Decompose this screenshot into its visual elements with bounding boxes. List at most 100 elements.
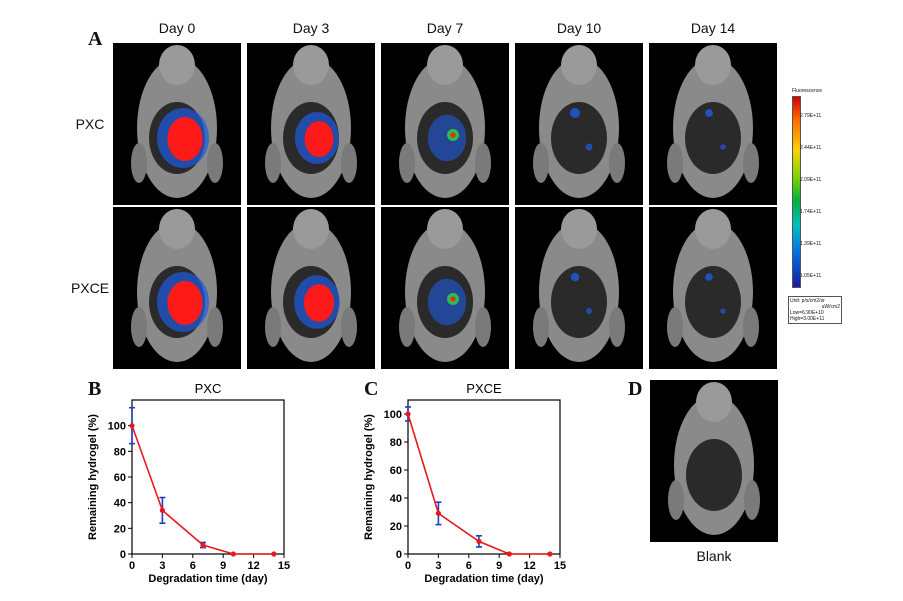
fluorescence-signal — [570, 272, 580, 282]
mouse-leg — [341, 143, 357, 183]
data-point — [405, 411, 411, 417]
mouse-leg — [667, 307, 683, 347]
x-tick-label: 12 — [247, 560, 259, 572]
mouse-abdomen — [551, 266, 607, 338]
y-tick-label: 40 — [390, 493, 402, 505]
mouse-leg — [475, 307, 491, 347]
x-tick-label: 6 — [190, 560, 196, 572]
mouse-head — [696, 382, 732, 422]
mouse-image — [113, 207, 241, 369]
mouse-abdomen — [551, 102, 607, 174]
day-label-3: Day 3 — [292, 20, 330, 36]
fluorescence-signal — [167, 117, 203, 161]
fluorescence-signal — [585, 143, 593, 151]
day-label-7: Day 7 — [426, 20, 464, 36]
plot-frame — [131, 399, 285, 555]
mouse-image — [113, 43, 241, 205]
y-tick-label: 20 — [114, 523, 126, 535]
x-tick-label: 0 — [405, 560, 411, 572]
day-label-14: Day 14 — [690, 20, 736, 36]
panel-a-letter: A — [88, 28, 103, 50]
data-point — [547, 551, 553, 557]
x-tick-label: 12 — [523, 560, 535, 572]
x-tick-label: 15 — [278, 560, 290, 572]
mouse-image — [649, 207, 777, 369]
mouse-leg — [341, 307, 357, 347]
mouse-leg — [609, 143, 625, 183]
colorbar-tick: 2.09E+11 — [800, 177, 822, 183]
panel-d-letter: D — [628, 378, 643, 400]
x-tick-label: 6 — [466, 560, 472, 572]
y-tick-label: 100 — [108, 421, 126, 433]
mouse-head — [293, 45, 329, 85]
data-point — [476, 538, 482, 544]
colorbar-unit: Unit: p/s/cm2/sr — [790, 298, 825, 304]
x-tick-label: 0 — [129, 560, 135, 572]
fluorescence-signal — [450, 132, 456, 138]
mouse-image — [515, 207, 643, 369]
fluorescence-signal — [427, 114, 467, 162]
data-point — [271, 551, 277, 557]
y-tick-label: 100 — [384, 409, 402, 421]
mouse-abdomen — [685, 102, 741, 174]
row-label-pxce: PXCE — [70, 280, 110, 296]
mouse-leg — [743, 307, 759, 347]
mouse-leg — [399, 307, 415, 347]
y-tick-label: 60 — [390, 465, 402, 477]
data-point — [230, 551, 236, 557]
mouse-leg — [207, 143, 223, 183]
mouse-leg — [475, 143, 491, 183]
fluorescence-signal — [705, 109, 713, 117]
mouse-head — [695, 45, 731, 85]
data-point — [129, 423, 135, 429]
mouse-leg — [668, 480, 684, 520]
data-point — [200, 542, 206, 548]
blank-mouse-image — [650, 380, 778, 542]
fluorescence-signal — [570, 108, 580, 118]
x-axis-label: Degradation time (day) — [148, 573, 268, 585]
data-point — [159, 507, 165, 513]
mouse-head — [427, 209, 463, 249]
mouse-head — [293, 209, 329, 249]
mouse-leg — [533, 143, 549, 183]
fluorescence-signal — [450, 296, 456, 302]
day-label-10: Day 10 — [556, 20, 602, 36]
y-tick-label: 60 — [114, 472, 126, 484]
mouse-abdomen — [685, 266, 741, 338]
mouse-image — [515, 43, 643, 205]
plot-frame — [407, 399, 561, 555]
fluorescence-signal — [427, 278, 467, 326]
series-line — [131, 425, 274, 555]
mouse-leg — [743, 143, 759, 183]
colorbar-title: Fluorescence — [792, 88, 823, 94]
series-line — [407, 413, 550, 555]
colorbar-tick: 1.05E+11 — [800, 273, 822, 279]
mouse-leg — [399, 143, 415, 183]
day-label-0: Day 0 — [158, 20, 196, 36]
mouse-leg — [265, 143, 281, 183]
mouse-head — [427, 45, 463, 85]
x-tick-label: 15 — [554, 560, 566, 572]
colorbar-unit-2: uW/cm2 — [821, 304, 840, 310]
blank-caption: Blank — [696, 548, 732, 564]
colorbar-gradient — [792, 96, 801, 288]
data-point — [506, 551, 512, 557]
fluorescence-signal — [705, 273, 713, 281]
mouse-image — [381, 207, 509, 369]
panel-c-letter: C — [364, 378, 379, 400]
mouse-leg — [131, 307, 147, 347]
mouse-leg — [667, 143, 683, 183]
mouse-leg — [744, 480, 760, 520]
mouse-image — [381, 43, 509, 205]
panel-b-letter: B — [88, 378, 102, 400]
mouse-head — [561, 209, 597, 249]
mouse-leg — [265, 307, 281, 347]
fluorescence-signal — [720, 144, 726, 150]
mouse-leg — [609, 307, 625, 347]
colorbar-tick: 2.44E+11 — [800, 145, 822, 151]
x-tick-label: 3 — [435, 560, 441, 572]
y-tick-label: 0 — [396, 549, 402, 561]
fluorescence-colorbar: Fluorescence 2.79E+11 2.44E+11 2.09E+11 … — [788, 88, 852, 328]
mouse-image — [649, 43, 777, 205]
colorbar-tick: 1.39E+11 — [800, 241, 822, 247]
